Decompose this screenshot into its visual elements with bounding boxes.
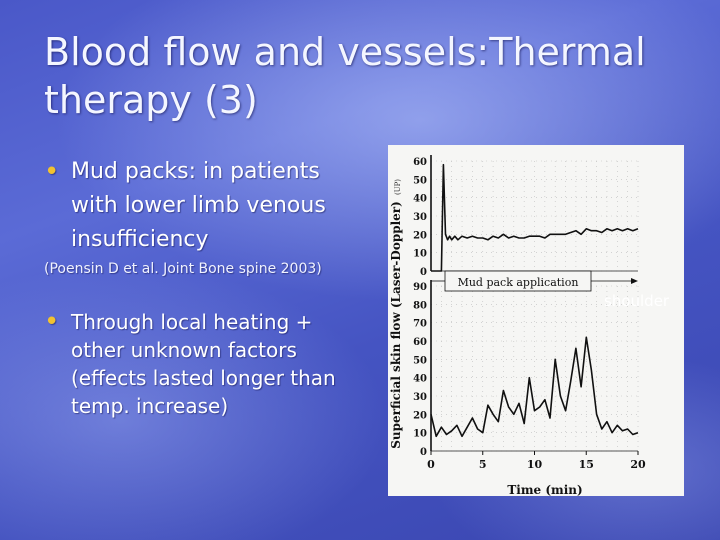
shoulder-label: shoulder — [604, 292, 670, 310]
y-tick-label: 0 — [420, 447, 427, 458]
y-tick-label: 40 — [413, 374, 427, 385]
y-axis-unit: (UP) — [394, 179, 402, 195]
y-tick-label: 80 — [413, 300, 427, 311]
y-tick-label: 30 — [413, 392, 427, 403]
y-tick-label: 0 — [420, 267, 427, 278]
annotation-label: Mud pack application — [458, 276, 579, 289]
y-tick-label: 50 — [413, 355, 427, 366]
grid-bottom-panel — [430, 285, 639, 452]
bullet-local-heating: • Through local heating + other unknown … — [44, 308, 344, 420]
y-tick-label: 60 — [413, 157, 427, 168]
grid-top-panel — [430, 160, 639, 272]
x-tick-label: 20 — [630, 458, 646, 471]
bullet-mud-packs-text: Mud packs: in patients with lower limb v… — [71, 159, 326, 252]
chart-annotation-group: Mud pack application — [431, 270, 638, 292]
series-line-top — [431, 163, 639, 272]
y-tick-label: 10 — [413, 249, 427, 260]
y-tick-label: 20 — [413, 230, 427, 241]
y-tick-label: 40 — [413, 194, 427, 205]
y-tick-label: 60 — [413, 337, 427, 348]
y-tick-label: 50 — [413, 175, 427, 186]
bullet-dot-icon: • — [44, 157, 60, 187]
annotation-arrow-icon — [631, 278, 638, 284]
x-tick-label: 0 — [427, 458, 435, 471]
x-tick-label: 5 — [479, 458, 487, 471]
chart-series — [430, 163, 639, 438]
slide-title: Blood flow and vessels:Thermal therapy (… — [44, 30, 646, 122]
y-tick-label: 10 — [413, 429, 427, 440]
y-tick-label: 90 — [413, 282, 427, 293]
bullet-local-heating-text: Through local heating + other unknown fa… — [71, 310, 336, 418]
laser-doppler-figure: 60 50 40 30 20 10 0 90 80 70 60 50 40 30 20 10 0 0 5 10 15 20… — [388, 145, 684, 497]
y-tick-label: 30 — [413, 212, 427, 223]
x-axis-label: Time (min) — [507, 483, 582, 496]
series-line-bottom — [430, 336, 639, 438]
y-tick-label: 70 — [413, 319, 427, 330]
bullet-dot-icon: • — [44, 307, 60, 337]
citation: (Poensin D et al. Joint Bone spine 2003) — [44, 261, 322, 277]
x-tick-label: 15 — [579, 458, 594, 471]
y-axis-label: Superficial skin flow (Laser-Doppler) — [389, 201, 403, 449]
bullet-mud-packs: • Mud packs: in patients with lower limb… — [44, 155, 364, 257]
y-tick-label: 20 — [413, 410, 427, 421]
annotation-box — [444, 270, 592, 292]
x-tick-label: 10 — [527, 458, 543, 471]
